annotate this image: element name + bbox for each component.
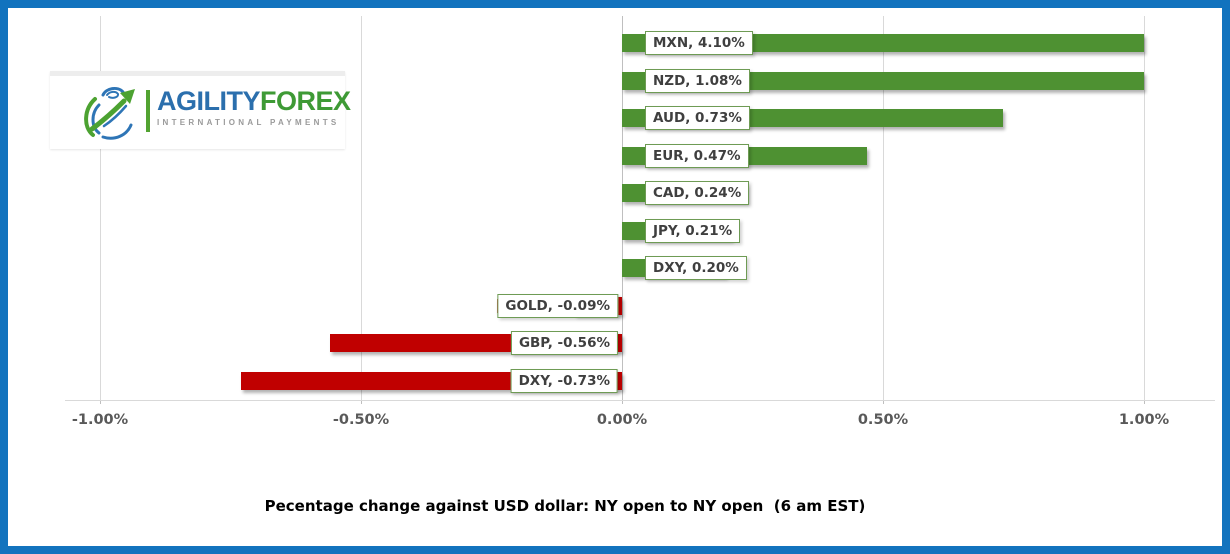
logo-tagline: INTERNATIONAL PAYMENTS [157, 118, 340, 127]
logo-divider [146, 90, 150, 132]
x-axis-tick-label: 0.50% [857, 412, 909, 428]
bar-label-dxy: DXY, 0.20% [645, 256, 747, 280]
logo-brand-primary: AGILITY [157, 86, 261, 116]
x-axis-tick [882, 400, 884, 404]
bar-label-nzd: NZD, 1.08% [645, 68, 750, 93]
bar-label-jpy: JPY, 0.21% [645, 218, 741, 243]
logo-brand: AGILITYFOREX [157, 88, 351, 115]
x-axis-tick-label: 1.00% [1118, 412, 1170, 428]
logo: AGILITYFOREX INTERNATIONAL PAYMENTS [50, 71, 351, 149]
bar-label-aud: AUD, 0.73% [645, 106, 750, 130]
gridline [882, 16, 884, 400]
x-axis-tick-label: -0.50% [332, 412, 390, 428]
bar-nzd [622, 71, 1144, 90]
logo-brand-secondary: FOREX [260, 86, 351, 116]
x-axis-tick [360, 400, 362, 404]
x-axis-line [65, 400, 1215, 401]
bar-label-gbp: GBP, -0.56% [510, 331, 618, 355]
bar-label-eur: EUR, 0.47% [645, 143, 749, 168]
bar-label-dxy: DXY, -0.73% [510, 368, 618, 393]
gridline [99, 16, 101, 400]
x-axis-tick [99, 400, 101, 404]
gridline [621, 16, 623, 400]
logo-top-strip [50, 71, 345, 76]
gridline [360, 16, 362, 400]
bar-label-gold: GOLD, -0.09% [497, 293, 618, 318]
globe-swoosh-icon [84, 86, 135, 140]
gridline [1143, 16, 1145, 400]
x-axis-tick-label: 0.00% [596, 412, 648, 428]
x-axis-tick-label: -1.00% [71, 412, 129, 428]
logo-text: AGILITYFOREX INTERNATIONAL PAYMENTS [157, 88, 351, 127]
bar-label-mxn: MXN, 4.10% [645, 31, 753, 55]
bar-label-cad: CAD, 0.24% [645, 181, 750, 205]
x-axis-tick [1143, 400, 1145, 404]
x-axis-tick [621, 400, 623, 404]
chart-title: Pecentage change against USD dollar: NY … [264, 497, 866, 515]
